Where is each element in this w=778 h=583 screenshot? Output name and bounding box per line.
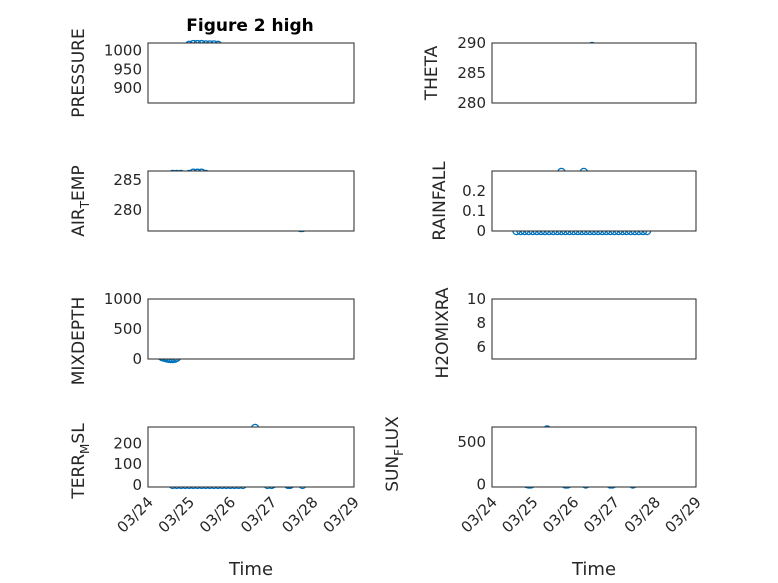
y-tick-label: 6 [476,338,486,356]
y-tick-label: 0.1 [462,202,486,220]
x-tick-label: 03/26 [196,493,239,536]
x-tick-label: 03/28 [278,493,321,536]
x-tick-label: 03/29 [320,493,363,536]
y-tick-label: 100 [113,455,142,473]
x-tick-label: 03/26 [539,493,582,536]
y-tick-label: 1000 [104,290,142,308]
y-tick-label: 285 [457,64,486,82]
axes-pressure [147,42,355,104]
panel-h2omixra: 6 8 10 H2OMIXRA [433,287,697,379]
x-tick-label: 03/25 [155,493,198,536]
x-tick-label: 03/25 [498,493,541,536]
y-axis-label-air-temp: AIRTEMP [69,165,92,236]
x-tick-label: 03/29 [662,493,705,536]
y-axis-label-terr-msl: TERRMSL [69,423,92,500]
x-tick-label: 03/28 [621,493,664,536]
x-tick-label: 03/27 [237,493,280,536]
x-tick-label: 03/24 [114,493,157,536]
y-tick-label: 500 [457,433,486,451]
panel-rainfall: 0 0.1 0.2 RAINFALL [430,161,697,241]
y-tick-label: 0.2 [462,182,486,200]
axes-air-temp [147,170,355,232]
x-axis-label-sun-flux: Time [571,559,616,580]
axes-rainfall [491,170,697,232]
axes-h2omixra [491,298,697,360]
x-axis-label-terr-msl: Time [228,559,273,580]
y-tick-label: 10 [467,290,486,308]
y-tick-label: 290 [457,34,486,52]
y-tick-label: 900 [113,79,142,97]
y-tick-label: 8 [476,314,486,332]
y-tick-label: 0 [476,475,486,493]
y-axis-label-pressure: PRESSURE [69,28,89,117]
y-tick-label: 0 [476,222,486,240]
axes-mixdepth [147,298,355,360]
y-axis-label-sun-flux: SUNFLUX [383,416,406,492]
figure-title: Figure 2 high [186,16,314,36]
y-axis-label-mixdepth: MIXDEPTH [69,297,89,386]
y-tick-label: 200 [113,435,142,453]
axes-terr-msl [147,426,355,488]
panel-mixdepth: 0 500 1000 MIXDEPTH [69,290,355,386]
y-tick-label: 280 [457,94,486,112]
y-axis-label-theta: THETA [422,45,442,101]
y-tick-label: 285 [113,171,142,189]
y-tick-label: 280 [113,201,142,219]
panel-air-temp: 280 285 AIRTEMP [69,165,355,237]
y-tick-label: 500 [113,320,142,338]
y-axis-label-h2omixra: H2OMIXRA [433,287,453,378]
y-tick-label: 0 [132,476,142,494]
y-tick-label: 950 [113,60,142,78]
y-axis-label-rainfall: RAINFALL [430,161,450,241]
y-tick-label: 1000 [104,42,142,60]
axes-theta [491,42,697,104]
axes-sun-flux [491,426,697,488]
x-tick-label: 03/27 [580,493,623,536]
y-tick-label: 0 [132,350,142,368]
panel-theta: 280 285 290 THETA [422,34,697,112]
x-tick-label: 03/24 [458,493,501,536]
